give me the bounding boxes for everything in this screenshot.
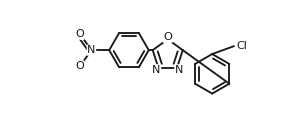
Text: N: N <box>175 65 183 75</box>
Text: O: O <box>163 32 172 42</box>
Text: Cl: Cl <box>236 41 247 51</box>
Text: N: N <box>152 65 161 75</box>
Text: O: O <box>75 61 84 71</box>
Text: O: O <box>75 29 84 39</box>
Text: N: N <box>87 45 96 55</box>
